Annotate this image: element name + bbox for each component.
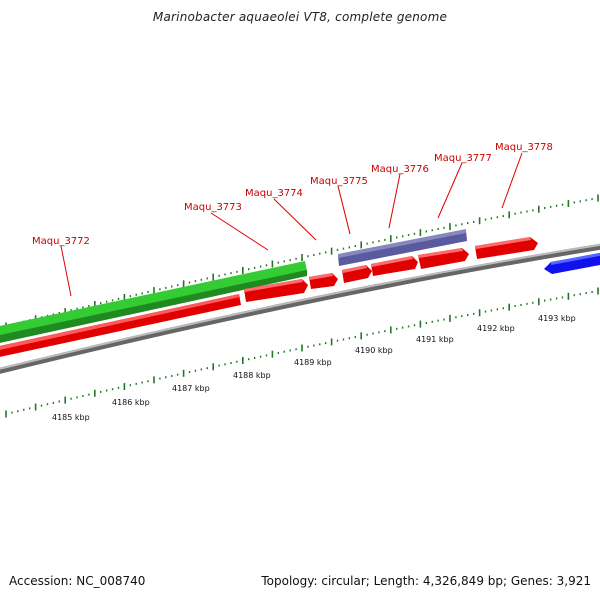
accession-text: Accession: NC_008740 — [9, 574, 146, 588]
scale-label: 4192 kbp — [477, 324, 515, 333]
genome-backbone — [0, 243, 600, 374]
gene-arrow-maqu-3774[interactable] — [309, 273, 338, 289]
gene-arrow-reverse[interactable] — [544, 252, 600, 274]
gene-arrow-maqu-3773[interactable] — [244, 279, 308, 302]
map-title: Marinobacter aquaeolei VT8, complete gen… — [152, 10, 448, 24]
gene-label-maqu-3777: Maqu_3777 — [434, 153, 492, 164]
gene-label-maqu-3776: Maqu_3776 — [371, 164, 429, 175]
scale-label: 4185 kbp — [52, 413, 90, 422]
gene-label-maqu-3774: Maqu_3774 — [245, 188, 303, 199]
scale-labels: 4185 kbp 4186 kbp 4187 kbp 4188 kbp 4189… — [52, 314, 576, 422]
gene-maqu-3777-highlight[interactable] — [338, 229, 467, 266]
scale-label: 4193 kbp — [538, 314, 576, 323]
gene-arrow-maqu-3772[interactable] — [0, 294, 241, 358]
scale-label: 4189 kbp — [294, 358, 332, 367]
gene-arrow-maqu-3775[interactable] — [342, 265, 372, 283]
gene-labels: Maqu_3772 Maqu_3773 Maqu_3774 Maqu_3775 … — [32, 142, 553, 247]
gene-label-maqu-3773: Maqu_3773 — [184, 202, 242, 213]
gene-arrow-maqu-3777[interactable] — [418, 248, 469, 269]
gene-arrow-maqu-3778[interactable] — [475, 237, 538, 259]
scale-label: 4190 kbp — [355, 346, 393, 355]
gene-label-maqu-3778: Maqu_3778 — [495, 142, 553, 153]
gene-label-leaders — [60, 152, 523, 297]
scale-label: 4186 kbp — [112, 398, 150, 407]
scale-label: 4191 kbp — [416, 335, 454, 344]
gene-label-maqu-3772: Maqu_3772 — [32, 236, 90, 247]
gene-maqu-3772-highlight[interactable] — [0, 261, 307, 344]
gene-label-maqu-3775: Maqu_3775 — [310, 176, 368, 187]
scale-label: 4188 kbp — [233, 371, 271, 380]
gene-arrow-maqu-3776[interactable] — [371, 256, 418, 276]
genome-summary-text: Topology: circular; Length: 4,326,849 bp… — [261, 574, 591, 588]
scale-label: 4187 kbp — [172, 384, 210, 393]
inner-scale-ticks — [5, 287, 599, 418]
